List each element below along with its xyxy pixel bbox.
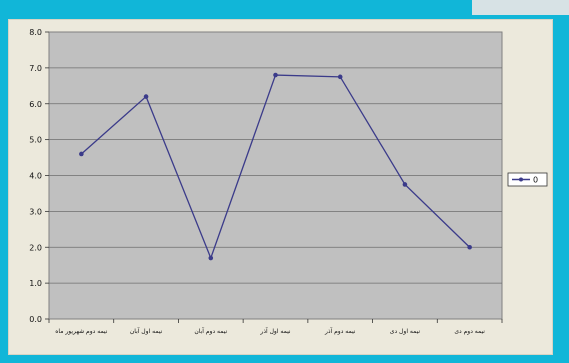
y-tick-label: 1.0 [29, 279, 42, 288]
data-point [402, 182, 408, 187]
x-tick-label: نیمه دوم آبان [194, 326, 227, 335]
data-point [337, 74, 343, 80]
data-point [273, 72, 278, 78]
x-tick-label: نیمه دوم آذر [324, 326, 356, 335]
x-axis: نیمه دوم شهریور ماه نیمه اول آبان نیمه دوم… [48, 319, 503, 335]
x-tick-label: نیمه اول دی [390, 328, 421, 335]
gridlines [49, 67, 502, 284]
x-tick-label: نیمه اول آذر [259, 326, 290, 335]
line-chart: 0.0 1.0 2.0 3.0 4.0 5.0 6.0 7.0 8.0 نیمه دوم شهر… [29, 28, 548, 335]
y-tick-label: 3.0 [29, 207, 42, 216]
x-tick-label: نیمه دوم دی [454, 328, 485, 335]
y-tick-label: 7.0 [29, 64, 42, 73]
y-tick-label: 6.0 [29, 100, 42, 109]
legend-swatch-marker [519, 177, 523, 182]
x-tick-label: نیمه دوم شهریور ماه [55, 328, 107, 335]
legend-label: 0 [533, 176, 538, 185]
data-point [208, 255, 214, 261]
legend: 0 [507, 172, 548, 187]
y-tick-label: 0.0 [29, 315, 42, 324]
data-point [79, 151, 84, 157]
series-group [79, 72, 472, 261]
data-point [143, 94, 149, 99]
y-tick-label: 4.0 [29, 172, 42, 181]
corner-patch [472, 0, 569, 15]
chart-panel: 0.0 1.0 2.0 3.0 4.0 5.0 6.0 7.0 8.0 نیمه دوم شهر… [8, 19, 553, 355]
x-tick-label: نیمه اول آبان [130, 326, 163, 335]
y-tick-label: 5.0 [29, 136, 42, 145]
data-point [467, 244, 472, 250]
y-axis: 0.0 1.0 2.0 3.0 4.0 5.0 6.0 7.0 8.0 [29, 28, 49, 324]
y-tick-label: 2.0 [29, 243, 42, 252]
y-tick-label: 8.0 [29, 28, 42, 37]
